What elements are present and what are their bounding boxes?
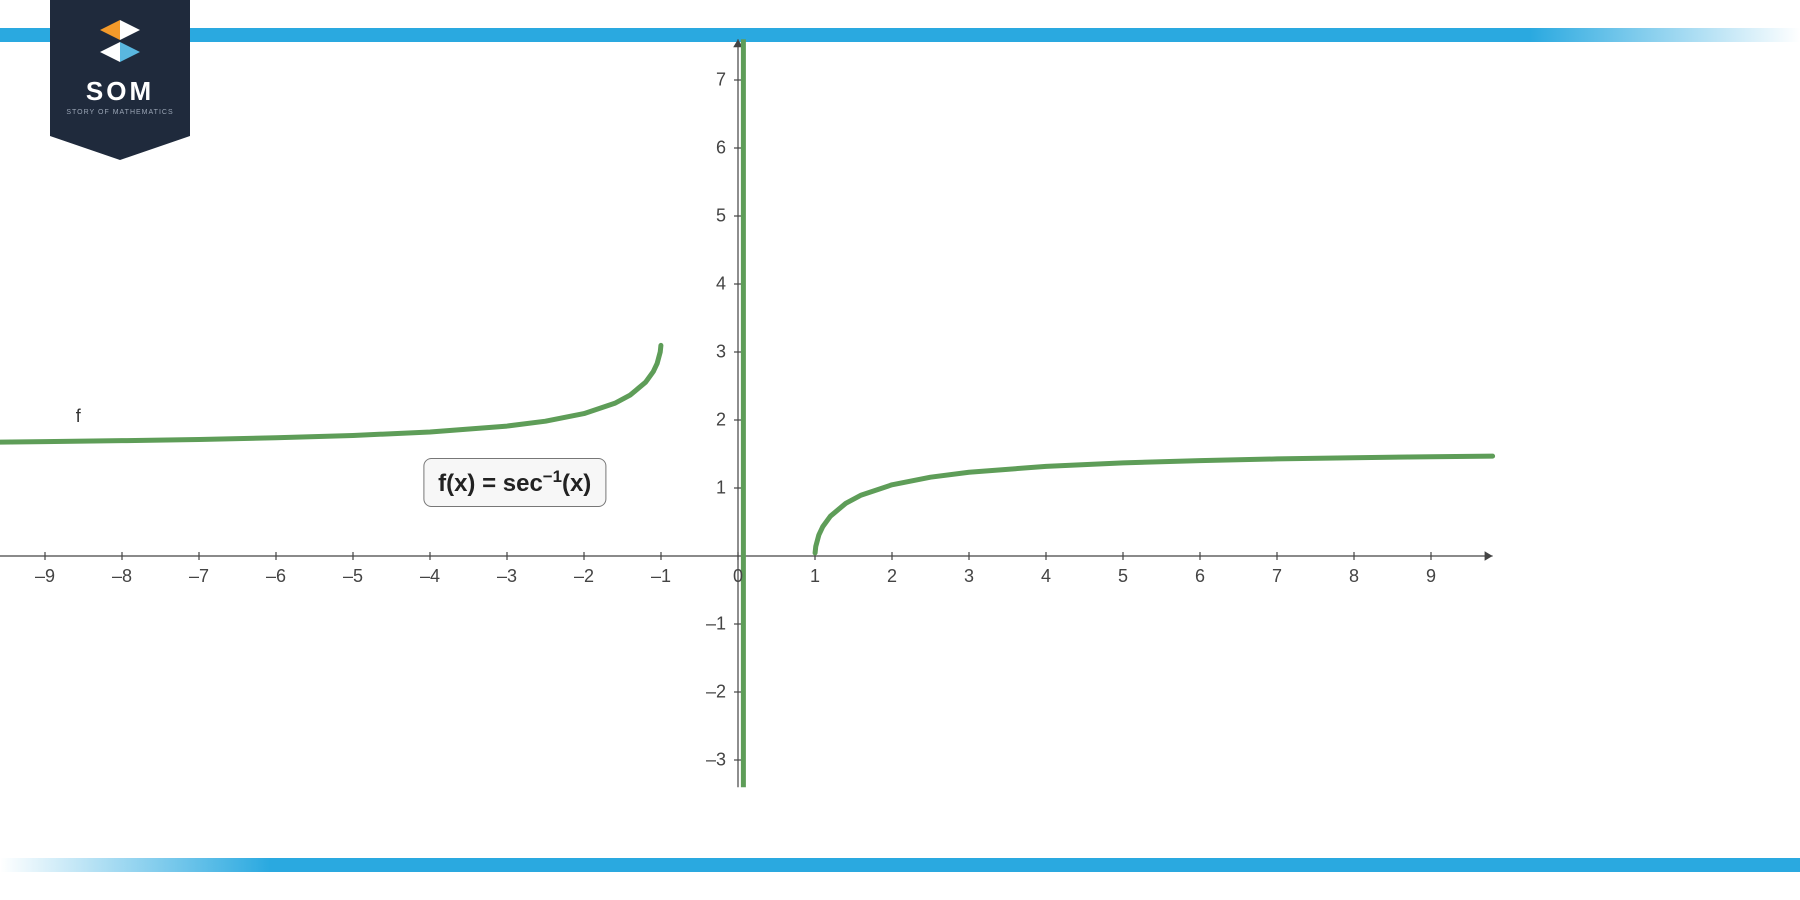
x-tick-label: –5 xyxy=(343,566,363,587)
y-tick-label: 3 xyxy=(716,342,726,363)
y-tick-label: 6 xyxy=(716,138,726,159)
equation-box: f(x) = sec−1(x) xyxy=(423,458,606,507)
x-tick-label: –4 xyxy=(420,566,440,587)
x-tick-label: 4 xyxy=(1041,566,1051,587)
y-tick-label: –1 xyxy=(706,614,726,635)
x-tick-label: 1 xyxy=(810,566,820,587)
y-tick-label: 7 xyxy=(716,70,726,91)
y-tick-label: –3 xyxy=(706,750,726,771)
x-tick-label: 8 xyxy=(1349,566,1359,587)
x-tick-label: –9 xyxy=(35,566,55,587)
x-tick-label: 0 xyxy=(733,566,743,587)
x-tick-label: –3 xyxy=(497,566,517,587)
function-label: f xyxy=(76,406,81,427)
x-tick-label: 6 xyxy=(1195,566,1205,587)
x-tick-label: 9 xyxy=(1426,566,1436,587)
chart-canvas xyxy=(0,0,1800,900)
y-tick-label: 1 xyxy=(716,478,726,499)
x-tick-label: –7 xyxy=(189,566,209,587)
x-tick-label: 3 xyxy=(964,566,974,587)
y-tick-label: –2 xyxy=(706,682,726,703)
x-tick-label: –2 xyxy=(574,566,594,587)
x-tick-label: –1 xyxy=(651,566,671,587)
x-tick-label: –8 xyxy=(112,566,132,587)
y-tick-label: 2 xyxy=(716,410,726,431)
y-tick-label: 5 xyxy=(716,206,726,227)
y-tick-label: 4 xyxy=(716,274,726,295)
x-tick-label: 7 xyxy=(1272,566,1282,587)
x-tick-label: 2 xyxy=(887,566,897,587)
x-tick-label: 5 xyxy=(1118,566,1128,587)
x-tick-label: –6 xyxy=(266,566,286,587)
